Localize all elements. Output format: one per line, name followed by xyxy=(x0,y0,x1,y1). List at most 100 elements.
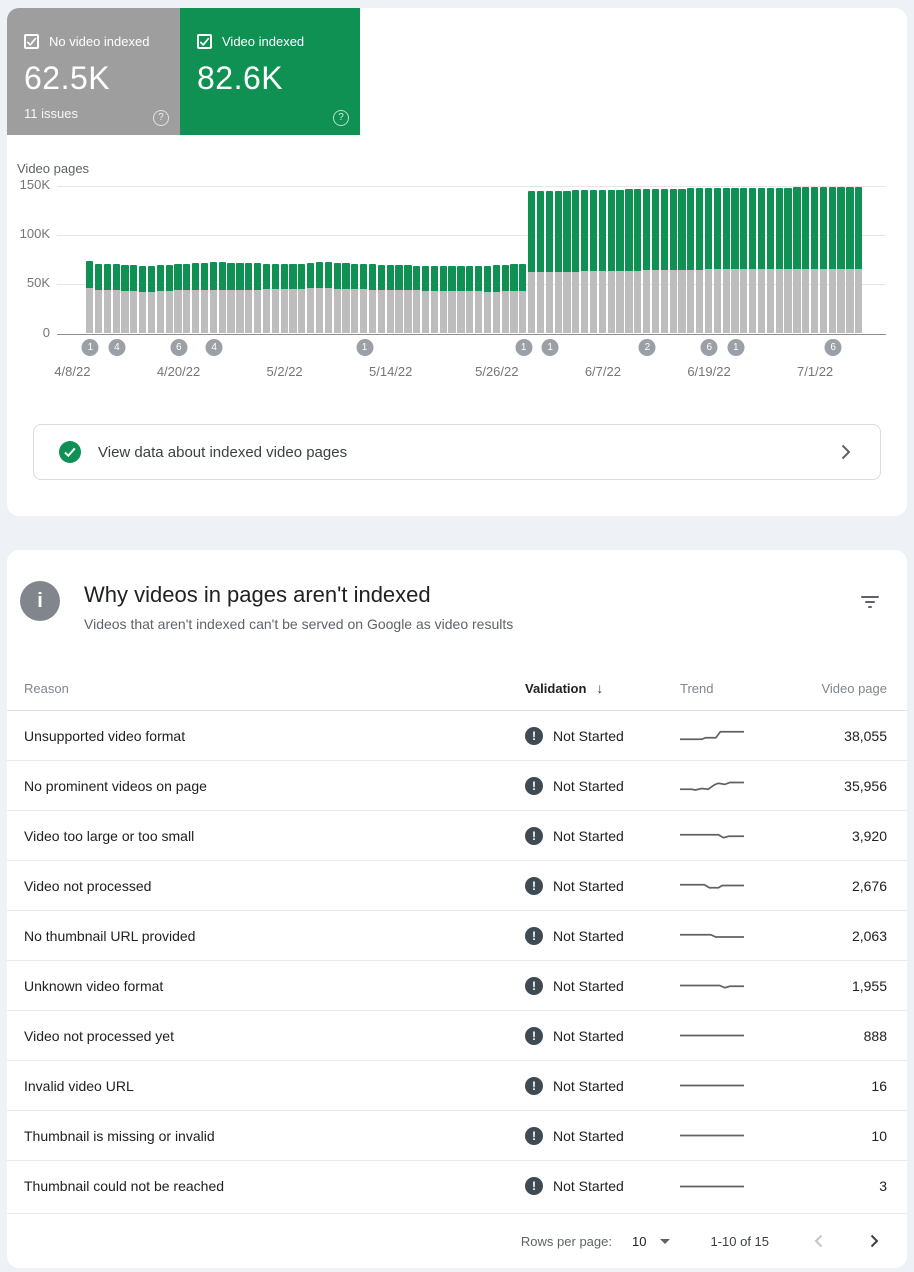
table-row[interactable]: Video not processed ! Not Started 2,676 xyxy=(7,861,907,911)
chart-bar[interactable] xyxy=(324,262,332,334)
chart-bar[interactable] xyxy=(430,266,439,334)
chart-bar[interactable] xyxy=(528,191,536,334)
table-row[interactable]: Unknown video format ! Not Started 1,955 xyxy=(7,961,907,1011)
chart-bar[interactable] xyxy=(271,263,279,334)
chart-bar[interactable] xyxy=(413,265,421,334)
table-row[interactable]: Invalid video URL ! Not Started 16 xyxy=(7,1061,907,1111)
chart-bar[interactable] xyxy=(563,190,571,334)
chart-bar[interactable] xyxy=(501,264,509,334)
table-row[interactable]: No thumbnail URL provided ! Not Started … xyxy=(7,911,907,961)
chart-bar[interactable] xyxy=(704,188,713,334)
rows-per-page-select[interactable]: 10 xyxy=(632,1234,671,1249)
chart-bar[interactable] xyxy=(368,264,377,334)
table-row[interactable]: Video too large or too small ! Not Start… xyxy=(7,811,907,861)
chart-bar[interactable] xyxy=(342,263,350,334)
issue-count-marker[interactable]: 6 xyxy=(824,339,842,356)
chart-bar[interactable] xyxy=(819,186,828,334)
chart-bar[interactable] xyxy=(121,264,129,334)
previous-page-button[interactable] xyxy=(811,1234,825,1248)
table-row[interactable]: Video not processed yet ! Not Started 88… xyxy=(7,1011,907,1061)
issue-count-marker[interactable]: 4 xyxy=(108,339,126,356)
issue-count-marker[interactable]: 1 xyxy=(541,339,559,356)
chart-bar[interactable] xyxy=(298,264,306,334)
chart-bar[interactable] xyxy=(766,187,774,334)
checkbox-no-video-indexed[interactable] xyxy=(24,34,39,49)
chart-bar[interactable] xyxy=(722,187,730,334)
chart-bar[interactable] xyxy=(589,190,598,334)
chart-bar[interactable] xyxy=(457,266,465,334)
issue-count-marker[interactable]: 6 xyxy=(170,339,188,356)
chart-bar[interactable] xyxy=(245,263,253,334)
checkbox-video-indexed[interactable] xyxy=(197,34,212,49)
chart-bar[interactable] xyxy=(846,186,854,334)
chart-bar[interactable] xyxy=(262,263,271,334)
column-header-validation[interactable]: Validation ↓ xyxy=(525,680,604,696)
chart-bar[interactable] xyxy=(784,187,792,334)
chart-bar[interactable] xyxy=(209,262,217,334)
chart-bar[interactable] xyxy=(545,191,553,334)
issue-count-marker[interactable]: 1 xyxy=(356,339,373,356)
chart-bar[interactable] xyxy=(112,264,120,334)
chart-bar[interactable] xyxy=(421,265,430,334)
chart-bar[interactable] xyxy=(616,189,624,334)
column-header-video-page[interactable]: Video page xyxy=(821,680,887,696)
chart-bar[interactable] xyxy=(236,263,244,334)
chart-bar[interactable] xyxy=(554,190,562,334)
issue-count-marker[interactable]: 4 xyxy=(205,339,223,356)
chart-bar[interactable] xyxy=(289,264,297,334)
issue-count-marker[interactable]: 6 xyxy=(700,339,718,356)
chart-bar[interactable] xyxy=(642,189,651,334)
help-icon[interactable]: ? xyxy=(333,110,349,126)
chart-bar[interactable] xyxy=(466,265,474,334)
table-row[interactable]: Thumbnail could not be reached ! Not Sta… xyxy=(7,1161,907,1211)
chart-bar[interactable] xyxy=(713,188,721,334)
help-icon[interactable]: ? xyxy=(153,110,169,126)
chart-bar[interactable] xyxy=(687,188,695,334)
chart-bar[interactable] xyxy=(307,262,315,334)
table-row[interactable]: No prominent videos on page ! Not Starte… xyxy=(7,761,907,811)
chart-bar[interactable] xyxy=(696,188,704,334)
chart-bar[interactable] xyxy=(510,264,518,334)
chart-bar[interactable] xyxy=(439,266,447,334)
issue-count-marker[interactable]: 1 xyxy=(727,339,745,356)
chart-bar[interactable] xyxy=(740,187,748,334)
chart-bar[interactable] xyxy=(581,190,589,334)
chart-bar[interactable] xyxy=(94,263,103,334)
chart-bar[interactable] xyxy=(793,187,801,334)
chart-bar[interactable] xyxy=(395,265,403,334)
chart-bar[interactable] xyxy=(156,265,164,334)
view-indexed-data-button[interactable]: View data about indexed video pages xyxy=(33,424,881,480)
chart-bar[interactable] xyxy=(218,262,226,334)
chart-bar[interactable] xyxy=(660,188,668,334)
chart-bar[interactable] xyxy=(678,188,686,334)
chart-bar[interactable] xyxy=(775,187,783,334)
chart-bar[interactable] xyxy=(315,262,324,334)
chart-bar[interactable] xyxy=(572,190,580,334)
issue-count-marker[interactable]: 1 xyxy=(515,339,533,356)
chart-bar[interactable] xyxy=(536,191,545,334)
issue-count-marker[interactable]: 1 xyxy=(81,339,99,356)
chart-bar[interactable] xyxy=(757,187,766,334)
column-header-reason[interactable]: Reason xyxy=(24,680,69,696)
chart-bar[interactable] xyxy=(810,187,819,334)
chart-bar[interactable] xyxy=(519,264,527,334)
chart-bar[interactable] xyxy=(351,263,359,334)
chart-bar[interactable] xyxy=(598,189,606,334)
next-page-button[interactable] xyxy=(867,1234,881,1248)
table-row[interactable]: Unsupported video format ! Not Started 3… xyxy=(7,711,907,761)
chart-bar[interactable] xyxy=(192,263,200,334)
table-row[interactable]: Thumbnail is missing or invalid ! Not St… xyxy=(7,1111,907,1161)
chart-bar[interactable] xyxy=(200,262,209,334)
chart-bar[interactable] xyxy=(492,265,500,334)
chart-bar[interactable] xyxy=(607,189,615,334)
chart-bar[interactable] xyxy=(139,265,147,334)
chart-bar[interactable] xyxy=(227,262,235,334)
chart-bar[interactable] xyxy=(475,265,483,334)
chart-bar[interactable] xyxy=(828,186,836,334)
chart-bar[interactable] xyxy=(855,186,863,334)
chart-bar[interactable] xyxy=(731,187,739,334)
chart-bar[interactable] xyxy=(483,265,492,334)
chart-bar[interactable] xyxy=(377,264,385,334)
chart-bar[interactable] xyxy=(837,186,845,334)
chart-bar[interactable] xyxy=(634,189,642,334)
